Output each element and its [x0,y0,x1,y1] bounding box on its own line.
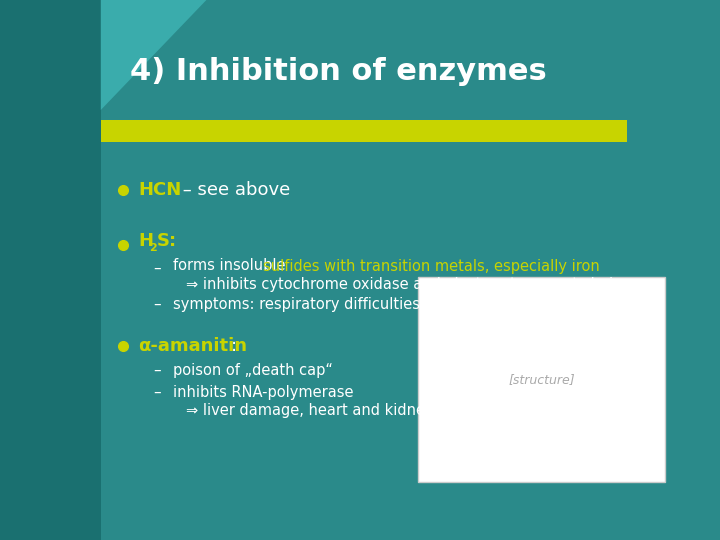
Polygon shape [101,0,207,110]
Text: –: – [153,260,161,275]
Bar [418,277,665,482]
Polygon shape [101,0,691,540]
Text: – see above: – see above [176,181,290,199]
Text: –: – [153,296,161,312]
Text: 4) Inhibition of enzymes: 4) Inhibition of enzymes [130,57,546,86]
Text: ⇒ liver damage, heart and kidney failure: ⇒ liver damage, heart and kidney failure [186,403,485,418]
Text: S:: S: [156,232,176,250]
Text: forms insoluble: forms insoluble [173,259,290,273]
Text: α-amanitin: α-amanitin [138,337,247,355]
Bar [101,120,627,142]
Text: ⇒ inhibits cytochrome oxidase and electron transport chain: ⇒ inhibits cytochrome oxidase and electr… [186,276,623,292]
Text: symptoms: respiratory difficulties, circulation failure: symptoms: respiratory difficulties, circ… [173,296,557,312]
Text: –: – [153,362,161,377]
Polygon shape [0,0,101,540]
Text: sulfides with transition metals, especially iron: sulfides with transition metals, especia… [263,259,599,273]
Text: poison of „death cap“: poison of „death cap“ [173,362,333,377]
Text: HCN: HCN [138,181,181,199]
Text: inhibits RNA-polymerase: inhibits RNA-polymerase [173,384,354,400]
Text: :: : [230,337,236,355]
Text: H: H [138,232,153,250]
Text: 2: 2 [149,243,156,253]
Text: [structure]: [structure] [508,374,575,387]
Text: –: – [153,384,161,400]
